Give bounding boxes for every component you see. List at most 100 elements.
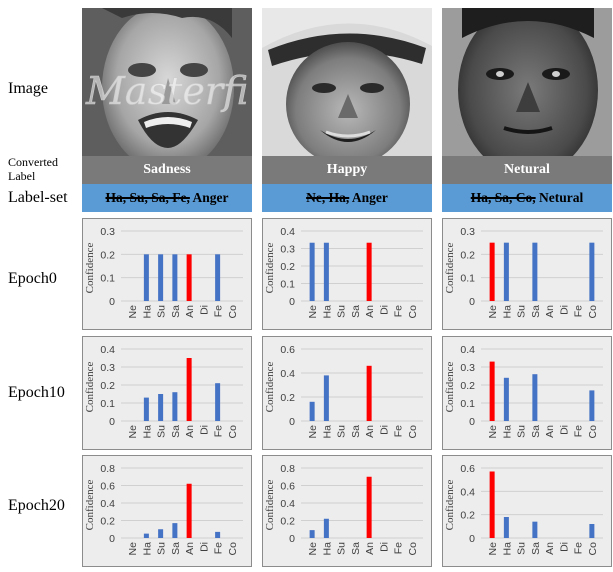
face-image-1: Masterfi	[82, 8, 252, 156]
bar-sa	[172, 523, 178, 538]
converted-label-3: Netural	[442, 156, 612, 184]
label-set-kept-1: Anger	[189, 190, 229, 205]
bar-ha	[143, 254, 149, 301]
x-tick-label: Di	[378, 305, 390, 315]
y-tick-label: 0.2	[460, 380, 475, 392]
y-axis-label: Confidence	[84, 362, 96, 413]
x-tick-label: Ne	[127, 305, 139, 319]
x-tick-label: Di	[378, 542, 390, 552]
bar-co	[589, 524, 595, 538]
y-tick-label: 0.2	[460, 510, 475, 522]
x-tick-label: Di	[558, 425, 570, 435]
x-tick-label: Co	[407, 425, 419, 439]
bar-ne	[309, 401, 315, 421]
chart-panel-epoch10-2: 0 0.2 0.4 0.6 Confidence Ne Ha Su Sa An Di Fe Co	[262, 336, 432, 450]
y-tick-label: 0.6	[100, 481, 115, 493]
face-image-2	[262, 8, 432, 156]
bar-chart: 0 0.2 0.4 0.6 Confidence Ne Ha Su Sa An Di Fe Co	[444, 463, 603, 556]
label-set-kept-3: Netural	[535, 190, 584, 205]
y-tick-label: 0.6	[280, 344, 295, 356]
x-tick-label: Ha	[141, 542, 153, 556]
x-tick-label: Sa	[170, 425, 182, 438]
x-tick-label: Su	[156, 542, 168, 555]
y-tick-label: 0	[109, 533, 115, 545]
bar-an	[186, 483, 192, 538]
y-axis-label: Confidence	[264, 362, 276, 413]
x-tick-label: Ha	[141, 425, 153, 439]
y-axis-label: Confidence	[444, 362, 456, 413]
converted-label-2: Happy	[262, 156, 432, 184]
y-tick-label: 0.3	[280, 244, 295, 256]
chart-panel-epoch10-1: 0 0.1 0.2 0.3 0.4 Confidence Ne Ha Su Sa An Di Fe Co	[82, 336, 252, 450]
y-tick-label: 0.4	[280, 368, 295, 380]
bar-ne	[309, 530, 315, 538]
y-tick-label: 0	[469, 296, 475, 308]
bar-an	[366, 242, 372, 301]
x-tick-label: Fe	[393, 542, 405, 554]
x-tick-label: Ne	[487, 542, 499, 556]
x-tick-label: Di	[198, 542, 210, 552]
bar-chart: 0 0.1 0.2 0.3 0.4 Confidence Ne Ha Su Sa An Di Fe Co	[444, 344, 603, 439]
label-set-2: Ne, Ha, Anger	[262, 184, 432, 212]
x-tick-label: Di	[198, 425, 210, 435]
bar-sa	[532, 521, 538, 538]
x-tick-label: Ha	[501, 305, 513, 319]
x-tick-label: Su	[156, 305, 168, 318]
y-tick-label: 0.2	[280, 516, 295, 528]
y-tick-label: 0.2	[100, 516, 115, 528]
bar-sa	[172, 392, 178, 421]
x-tick-label: An	[184, 305, 196, 318]
row-label-epoch10: Epoch10	[8, 384, 65, 401]
x-tick-label: Co	[587, 425, 599, 439]
chart-panel-epoch10-3: 0 0.1 0.2 0.3 0.4 Confidence Ne Ha Su Sa An Di Fe Co	[442, 336, 612, 450]
x-tick-label: Co	[227, 425, 239, 439]
bar-chart: 0 0.2 0.4 0.6 0.8 Confidence Ne Ha Su Sa An Di Fe Co	[84, 463, 243, 556]
x-tick-label: Su	[336, 305, 348, 318]
label-set-struck-2: Ne, Ha,	[306, 190, 350, 205]
chart-panel-epoch0-1: 0 0.1 0.2 0.3 Confidence Ne Ha Su Sa An Di Fe Co	[82, 218, 252, 330]
x-tick-label: An	[364, 305, 376, 318]
x-tick-label: Su	[336, 425, 348, 438]
x-tick-label: Fe	[393, 425, 405, 437]
bar-an	[186, 358, 192, 421]
x-tick-label: Su	[516, 542, 528, 555]
x-tick-label: An	[364, 425, 376, 438]
x-tick-label: Sa	[170, 305, 182, 318]
x-tick-label: Ne	[127, 542, 139, 556]
bar-an	[366, 365, 372, 421]
y-tick-label: 0.2	[280, 392, 295, 404]
y-tick-label: 0.6	[460, 463, 475, 475]
x-tick-label: Su	[516, 305, 528, 318]
x-tick-label: Fe	[213, 542, 225, 554]
y-tick-label: 0	[469, 533, 475, 545]
y-tick-label: 0.4	[460, 344, 475, 356]
y-tick-label: 0	[289, 533, 295, 545]
y-tick-label: 0	[289, 296, 295, 308]
label-set-struck-1: Ha, Su, Sa, Fe,	[105, 190, 190, 205]
x-tick-label: Ha	[321, 305, 333, 319]
y-tick-label: 0.6	[280, 481, 295, 493]
bar-co	[589, 242, 595, 301]
x-tick-label: Ha	[141, 305, 153, 319]
y-tick-label: 0.4	[280, 226, 295, 238]
bar-sa	[172, 254, 178, 301]
x-tick-label: Sa	[350, 425, 362, 438]
y-tick-label: 0.1	[460, 398, 475, 410]
x-tick-label: Ne	[487, 305, 499, 319]
bar-ha	[503, 242, 509, 301]
y-tick-label: 0.1	[100, 398, 115, 410]
bar-ne	[489, 361, 495, 421]
y-tick-label: 0.2	[100, 249, 115, 261]
x-tick-label: Ne	[307, 305, 319, 319]
row-label-image: Image	[8, 80, 48, 97]
bar-co	[589, 390, 595, 421]
y-tick-label: 0.3	[460, 362, 475, 374]
bar-fe	[215, 254, 221, 301]
x-tick-label: Sa	[350, 305, 362, 318]
x-tick-label: An	[544, 542, 556, 555]
x-tick-label: Ne	[307, 542, 319, 556]
bar-fe	[215, 383, 221, 421]
y-tick-label: 0.1	[460, 273, 475, 285]
bar-chart: 0 0.1 0.2 0.3 0.4 Confidence Ne Ha Su Sa An Di Fe Co	[264, 226, 423, 319]
label-set-struck-3: Ha, Sa, Co,	[470, 190, 536, 205]
